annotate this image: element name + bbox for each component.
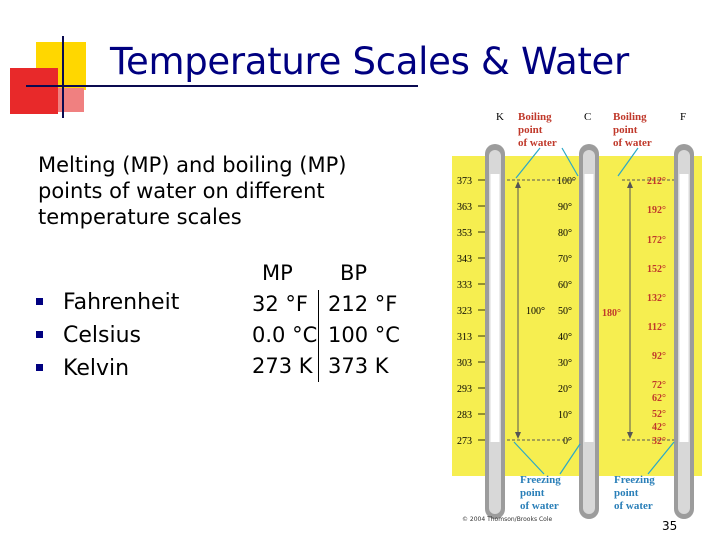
- intro-text: Melting (MP) and boiling (MP) points of …: [38, 153, 347, 229]
- thermometer-tube-k: [485, 144, 505, 519]
- svg-text:point: point: [518, 124, 543, 136]
- tick-label: 70°: [558, 254, 572, 265]
- freezing-label-left: Freezing: [520, 474, 561, 486]
- tick-label: 363: [457, 202, 472, 213]
- tick-label: 373: [457, 176, 472, 187]
- kc-range-label: 100°: [526, 306, 545, 317]
- tick-label: 32°: [652, 436, 666, 447]
- tick-label: 283: [457, 410, 472, 421]
- freezing-arrows: [513, 441, 675, 475]
- tick-label: 152°: [647, 264, 666, 275]
- bullet-item: Kelvin: [36, 353, 129, 383]
- table-header: BP: [340, 261, 368, 285]
- svg-text:point: point: [613, 124, 638, 136]
- kelvin-tick-marks: [478, 179, 485, 441]
- tick-label: 20°: [558, 384, 572, 395]
- tick-label: 132°: [647, 293, 666, 304]
- svg-text:of water: of water: [520, 500, 559, 512]
- deco-vertical-line: [62, 36, 64, 118]
- table-cell: 373 K: [328, 354, 389, 378]
- tick-label: 343: [457, 254, 472, 265]
- tick-label: 172°: [647, 235, 666, 246]
- boiling-label-left: Boiling: [518, 111, 552, 123]
- tick-label: 323: [457, 306, 472, 317]
- tick-label: 112°: [648, 322, 666, 333]
- tick-label: 90°: [558, 202, 572, 213]
- table-cell: 32 °F: [252, 292, 308, 316]
- tick-label: 10°: [558, 410, 572, 421]
- thermometer-tube-f: [674, 144, 694, 519]
- f-range-label: 180°: [602, 308, 621, 319]
- tick-label: 333: [457, 280, 472, 291]
- tick-label: 52°: [652, 409, 666, 420]
- tick-label: 192°: [647, 205, 666, 216]
- table-cell: 0.0 °C: [252, 323, 318, 347]
- tick-label: 212°: [647, 176, 666, 187]
- svg-text:of water: of water: [613, 137, 652, 149]
- thermometer-tube-c: [579, 144, 599, 519]
- table-cell: 212 °F: [328, 292, 398, 316]
- figure-credit: © 2004 Thomson/Brooks Cole: [462, 516, 553, 523]
- fahrenheit-axis: 212° 192° 172° 152° 132° 112° 92° 72° 62…: [647, 176, 666, 447]
- table-cell: 100 °C: [328, 323, 400, 347]
- tick-label: 92°: [652, 351, 666, 362]
- bullet-item: Celsius: [36, 320, 141, 350]
- tick-label: 293: [457, 384, 472, 395]
- table-cell: 273 K: [252, 354, 313, 378]
- tick-label: 62°: [652, 393, 666, 404]
- bullet-square-icon: [36, 330, 43, 338]
- tick-label: 313: [457, 332, 472, 343]
- boiling-arrows: [515, 147, 639, 179]
- scale-label-k: K: [496, 111, 504, 123]
- tick-label: 50°: [558, 306, 572, 317]
- scale-label-f: F: [680, 111, 686, 123]
- tick-label: 40°: [558, 332, 572, 343]
- tick-label: 303: [457, 358, 472, 369]
- kc-range-bracket: 100°: [507, 179, 577, 441]
- thermometer-figure: K C F Boiling point of water Boiling poi…: [452, 111, 702, 519]
- slide-title: Temperature Scales & Water: [110, 40, 629, 83]
- celsius-axis: 100° 90° 80° 70° 60° 50° 40° 30° 20° 10°…: [557, 176, 576, 447]
- svg-text:point: point: [614, 487, 639, 499]
- scale-label-c: C: [584, 111, 591, 123]
- tick-label: 30°: [558, 358, 572, 369]
- tick-label: 60°: [558, 280, 572, 291]
- svg-text:point: point: [520, 487, 545, 499]
- page-number: 35: [662, 519, 678, 533]
- svg-text:of water: of water: [518, 137, 557, 149]
- bullet-item: Fahrenheit: [36, 287, 179, 317]
- tick-label: 42°: [652, 422, 666, 433]
- tick-label: 72°: [652, 380, 666, 391]
- tick-label: 0°: [563, 436, 572, 447]
- svg-text:of water: of water: [614, 500, 653, 512]
- table-header: MP: [262, 261, 293, 285]
- table-divider: [318, 290, 319, 382]
- bullet-square-icon: [36, 363, 43, 371]
- boiling-label-right: Boiling: [613, 111, 647, 123]
- f-range-bracket: 180°: [602, 179, 674, 441]
- kelvin-axis: 373 363 353 343 333 323 313 303 293 283 …: [457, 176, 472, 447]
- deco-horizontal-line: [26, 85, 418, 87]
- bullet-square-icon: [36, 297, 43, 305]
- tick-label: 80°: [558, 228, 572, 239]
- deco-red-block: [10, 68, 58, 114]
- freezing-label-right: Freezing: [614, 474, 655, 486]
- tick-label: 273: [457, 436, 472, 447]
- tick-label: 100°: [557, 176, 576, 187]
- tick-label: 353: [457, 228, 472, 239]
